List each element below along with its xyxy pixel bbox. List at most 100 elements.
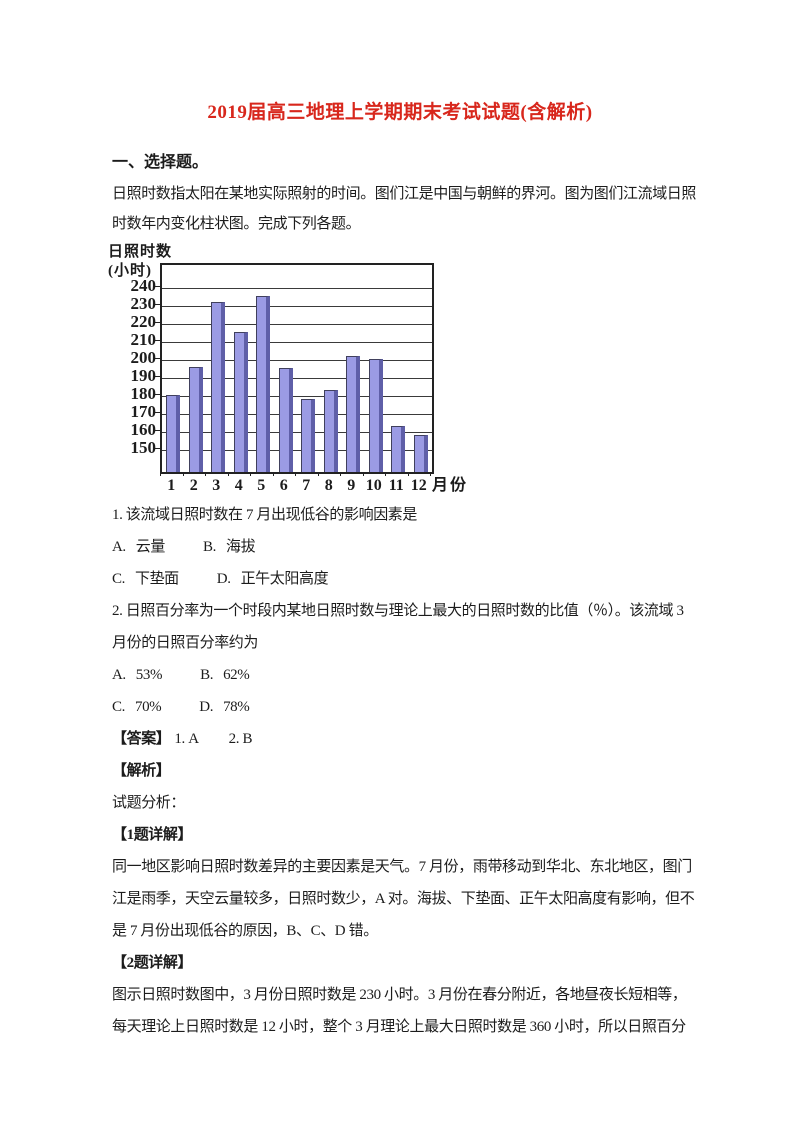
intro-paragraph: 日照时数指太阳在某地实际照射的时间。图们江是中国与朝鲜的界河。图为图们江流域日照… [112, 179, 696, 239]
answer-line: 【答案】 1. A 2. B [112, 723, 692, 755]
detail-1-heading: 【1题详解】 [112, 827, 193, 843]
bar-month-6 [278, 368, 293, 472]
bar-month-9 [346, 355, 360, 472]
document-body: 一、选择题。 日照时数指太阳在某地实际照射的时间。图们江是中国与朝鲜的界河。图为… [0, 153, 800, 1043]
bar-month-4 [233, 332, 248, 472]
detail-2-heading: 【2题详解】 [112, 955, 193, 971]
x-tick-mark-3 [227, 472, 229, 476]
option-1d-text: 正午太阳高度 [240, 571, 329, 587]
option-2c-label: C. [112, 699, 125, 715]
y-tick-label-180: 180 [130, 384, 157, 404]
question-2-options-row-cd: C. 70% D. 78% [112, 691, 692, 723]
y-tick-label-160: 160 [130, 420, 157, 440]
bar-month-10 [368, 359, 383, 472]
y-tick-label-170: 170 [130, 402, 157, 422]
x-tick-mark-4 [250, 472, 251, 476]
x-tick-mark-12 [430, 472, 431, 476]
x-tick-mark-7 [317, 472, 319, 476]
x-tick-label-11: 11 [388, 477, 404, 494]
option-2c: C. 70% [112, 691, 162, 723]
question-1-stem: 1. 该流域日照时数在 7 月出现低谷的影响因素是 [112, 507, 418, 523]
answer-label: 【答案】 [112, 731, 171, 747]
option-1c: C. 下垫面 [112, 563, 179, 595]
gridline-150 [162, 450, 432, 452]
option-1d: D. 正午太阳高度 [216, 563, 329, 595]
question-2-options-row-ab: A. 53% B. 62% [112, 659, 692, 691]
x-tick-label-8: 8 [324, 477, 333, 494]
bar-month-8 [323, 390, 338, 472]
option-1a: A. 云量 [112, 531, 165, 563]
bar-month-1 [166, 395, 180, 472]
gridline-210 [162, 342, 432, 344]
bar-chart: 日照时数 (小时) 150 160 170 180 190 200 210 220 230 240… [108, 243, 488, 499]
intro-line-2: 时数年内变化柱状图。完成下列各题。 [112, 216, 361, 232]
y-tick-mark-190 [155, 376, 160, 378]
gridline-230 [162, 306, 432, 308]
x-tick-label-1: 1 [167, 477, 176, 494]
bar-month-7 [301, 399, 315, 472]
x-tick-mark-5 [272, 472, 274, 476]
question-2-stem-line-1: 2. 日照百分率为一个时段内某地日照时数与理论上最大的日照时数的比值（％）。该流… [112, 603, 684, 619]
option-2a-text: 53% [135, 667, 163, 683]
option-1c-label: C. [112, 571, 125, 587]
option-1b-label: B. [203, 539, 216, 555]
y-tick-label-200: 200 [130, 348, 157, 368]
option-2a-label: A. [112, 667, 126, 683]
bar-month-12 [413, 435, 428, 472]
gridline-240 [162, 288, 432, 290]
gridline-200 [162, 360, 432, 362]
detail-2-line-2: 每天理论上日照时数是 12 小时，整个 3 月理论上最大日照时数是 360 小时… [112, 1019, 686, 1035]
gridline-160 [162, 432, 432, 434]
section-heading: 一、选择题。 [112, 154, 209, 171]
analysis-label: 【解析】 [112, 763, 171, 779]
x-tick-label-2: 2 [189, 477, 198, 494]
x-tick-mark-8 [340, 472, 341, 476]
x-tick-label-12: 12 [410, 477, 427, 494]
x-tick-mark-0 [160, 472, 161, 476]
y-axis-title-line-1: 日照时数 [108, 244, 173, 260]
y-tick-label-220: 220 [130, 312, 157, 332]
option-2b: B. 62% [200, 659, 250, 691]
x-tick-mark-2 [205, 472, 206, 476]
option-2d-label: D. [199, 699, 214, 715]
option-1a-label: A. [112, 539, 126, 555]
option-2b-label: B. [200, 667, 214, 683]
y-tick-mark-220 [155, 322, 160, 324]
bar-month-5 [256, 296, 270, 472]
detail-1-line-1: 同一地区影响日照时数差异的主要因素是天气。7 月份，雨带移动到华北、东北地区，图… [112, 859, 692, 875]
y-tick-mark-230 [155, 304, 160, 306]
question-2-stem-line-2: 月份的日照百分率约为 [112, 635, 259, 651]
x-tick-label-6: 6 [279, 477, 288, 494]
y-tick-mark-200 [155, 358, 160, 360]
x-tick-label-5: 5 [257, 477, 266, 494]
option-1b-text: 海拔 [225, 539, 256, 555]
x-tick-mark-9 [362, 472, 364, 476]
option-1c-text: 下垫面 [134, 571, 179, 587]
question-1-options-row-ab: A. 云量 B. 海拔 [112, 531, 692, 563]
bar-month-3 [211, 301, 225, 472]
bar-month-2 [188, 366, 203, 472]
answer-item-1: 1. A [174, 731, 199, 747]
y-tick-mark-240 [155, 286, 160, 288]
x-axis-title: 月份 [432, 477, 469, 494]
detail-2-line-1: 图示日照时数图中，3 月份日照时数是 230 小时。3 月份在春分附近，各地昼夜… [112, 987, 687, 1003]
detail-1-line-2: 江是雨季，天空云量较多，日照时数少，A 对。海拔、下垫面、正午太阳高度有影响，但… [112, 891, 695, 907]
option-2b-text: 62% [223, 667, 250, 683]
x-tick-label-3: 3 [212, 477, 221, 494]
y-tick-label-190: 190 [130, 366, 157, 386]
y-tick-mark-210 [155, 340, 160, 342]
option-2a: A. 53% [112, 659, 162, 691]
x-tick-label-7: 7 [302, 477, 311, 494]
x-tick-label-4: 4 [234, 477, 243, 494]
y-tick-label-210: 210 [130, 330, 157, 350]
gridline-170 [162, 414, 432, 416]
analysis-intro: 试题分析： [112, 795, 186, 811]
x-tick-mark-1 [182, 472, 184, 476]
option-1d-label: D. [216, 571, 231, 587]
option-1a-text: 云量 [135, 539, 166, 555]
detail-1-line-3: 是 7 月份出现低谷的原因，B、C、D 错。 [112, 923, 378, 939]
page-title: 2019届高三地理上学期期末考试试题(含解析) [207, 102, 593, 123]
option-2d-text: 78% [223, 699, 250, 715]
option-2d: D. 78% [199, 691, 249, 723]
